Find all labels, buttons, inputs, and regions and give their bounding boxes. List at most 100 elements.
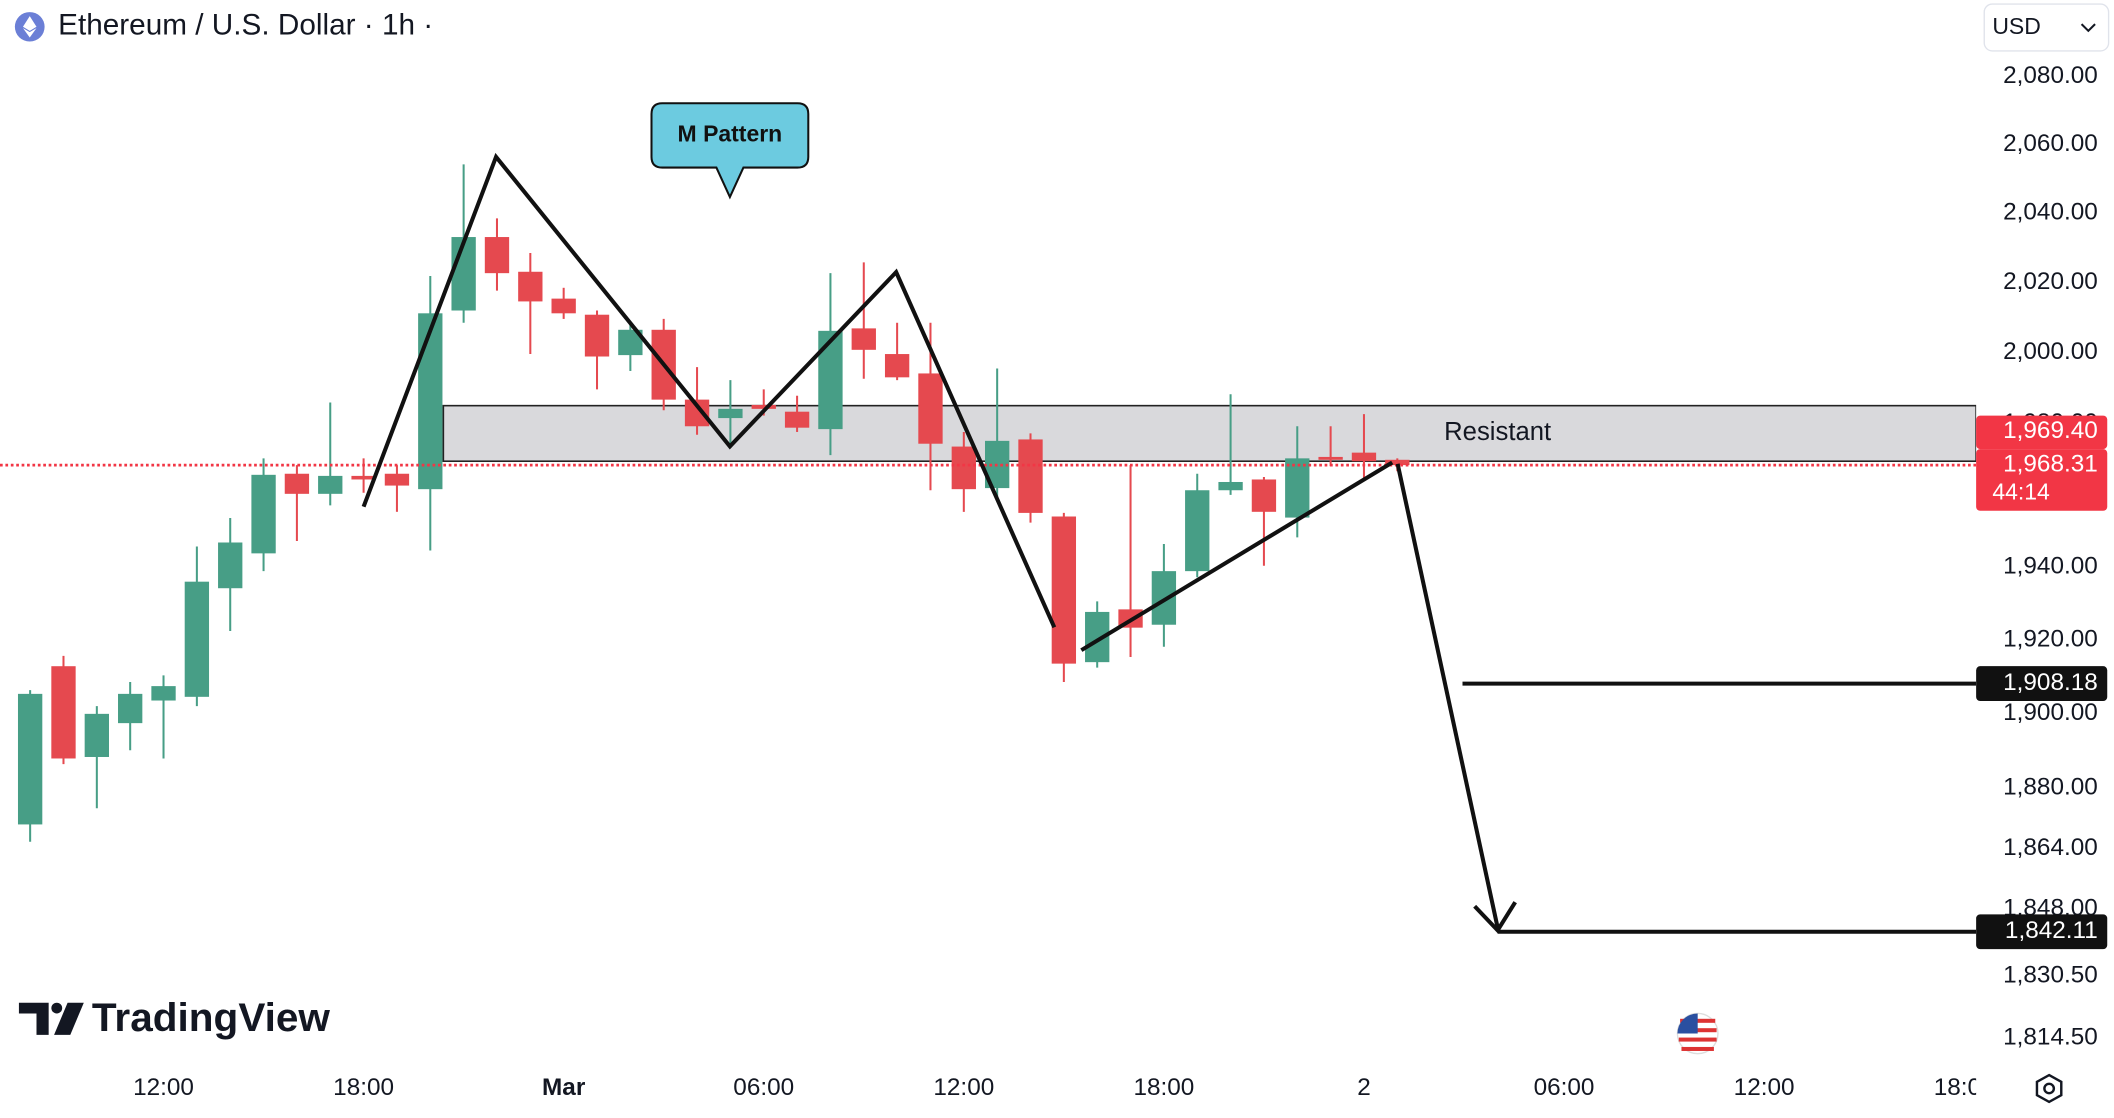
y-tick-label: 1,900.00 (2003, 699, 2098, 726)
y-axis: 2,080.00 2,060.00 2,040.00 2,020.00 2,000.00… (2003, 62, 2098, 1051)
candle-body (418, 313, 443, 490)
y-tick-label: 2,020.00 (2003, 268, 2098, 295)
target-label: 1,842.11 (2005, 917, 2098, 944)
candle-body (818, 330, 843, 430)
candle-body (17, 693, 43, 825)
zone-label: Resistant (1444, 418, 1551, 446)
logo: TradingView (18, 994, 331, 1040)
flag-icon[interactable] (1676, 1012, 1719, 1055)
resistance-zone (442, 404, 1977, 463)
candle-body (1318, 456, 1343, 460)
target-label: 1,908.18 (2003, 669, 2098, 696)
target-arrow (1395, 463, 1500, 929)
candle-body (1018, 439, 1043, 513)
x-tick-label: 06:00 (1534, 1074, 1595, 1101)
gear-center (2043, 1082, 2056, 1095)
target-label-box (1976, 914, 2108, 950)
candle-body (751, 404, 776, 409)
y-tick-label: 1,920.00 (2003, 626, 2098, 653)
logo-dot (51, 1002, 63, 1014)
flag-canton (1677, 1013, 1698, 1034)
candle-body (51, 666, 76, 759)
candle-body (884, 354, 910, 378)
y-tick-label: 2,060.00 (2003, 130, 2098, 157)
candle-body (151, 686, 176, 701)
x-axis: 12:00 18:00 Mar 06:00 12:00 18:00 2 06:00 12:00 1… (133, 1074, 1995, 1101)
price-label-box (1976, 449, 2108, 511)
candle-body (1385, 459, 1410, 466)
x-tick-label: 2 (1357, 1074, 1371, 1101)
candle-body (518, 271, 543, 302)
candle-body (1285, 458, 1310, 518)
candle-body (484, 237, 510, 274)
x-tick-label: Mar (542, 1074, 586, 1101)
y-tick-label: 1,880.00 (2003, 774, 2098, 801)
arrow-head (1473, 901, 1517, 934)
candle-body (784, 411, 810, 428)
y-tick-label: 1,940.00 (2003, 553, 2098, 580)
chevron (2080, 23, 2096, 33)
candle-body (118, 693, 143, 724)
settings-icon[interactable] (2035, 1073, 2063, 1104)
candle-body (951, 446, 976, 490)
y-tick-label: 2,040.00 (2003, 199, 2098, 226)
header: Ethereum / U.S. Dollar · 1h · USD (14, 3, 2110, 52)
x-tick-label: 12:00 (933, 1074, 994, 1101)
candle-body (318, 475, 343, 494)
logo-mark (18, 1002, 49, 1035)
y-tick-label: 2,080.00 (2003, 62, 2098, 89)
callout: M Pattern (650, 102, 810, 200)
candle-body (718, 408, 743, 419)
y-tick-label: 2,000.00 (2003, 338, 2098, 365)
currency-button[interactable] (1983, 3, 2110, 52)
candle-body (84, 713, 109, 757)
callout-text: M Pattern (678, 121, 783, 147)
candle-body (284, 473, 310, 494)
callout-box (650, 102, 810, 200)
candle-body (384, 473, 410, 486)
y-tick-label: 1,814.50 (2003, 1024, 2098, 1051)
x-tick-label: 18:00 (333, 1074, 394, 1101)
candle-body (851, 328, 876, 350)
x-tick-label: 18:00 (1133, 1074, 1194, 1101)
candle-body (1185, 490, 1210, 572)
candle-body (451, 237, 476, 311)
x-tick-label: 12:00 (1734, 1074, 1795, 1101)
eth-glyph (22, 16, 37, 38)
currency-label: USD (1992, 13, 2040, 39)
candle-body (184, 581, 210, 697)
target-label-box (1976, 666, 2108, 702)
logo-mark-2 (54, 1002, 84, 1035)
y-tick-label: 1,864.00 (2003, 834, 2098, 861)
zone-low-label: 1,969.40 (2003, 417, 2098, 444)
candle-body (1251, 479, 1277, 512)
y-tick-label: 1,830.50 (2003, 962, 2098, 989)
candle-body (1351, 452, 1377, 462)
candle-body (1051, 516, 1077, 664)
countdown: 44:14 (1992, 478, 2050, 504)
x-tick-label: 06:00 (733, 1074, 794, 1101)
candle-body (1151, 571, 1177, 625)
neckline (1080, 460, 1394, 652)
candle-body (218, 542, 243, 589)
m-pattern-line (361, 152, 1057, 629)
price-label: 1,968.31 (2003, 451, 2098, 478)
flag-stripe (1681, 1046, 1714, 1051)
zone-low-box (1976, 415, 2108, 450)
plot-area: Resistant (0, 164, 1977, 934)
candle-body (551, 298, 576, 314)
brand: TradingView (92, 994, 331, 1040)
candle-body (918, 373, 943, 444)
gear (2035, 1073, 2063, 1104)
drawings: M Pattern (361, 102, 1517, 934)
candle-body (351, 475, 376, 480)
candle-body (1218, 481, 1243, 491)
flag-stripe (1678, 1037, 1717, 1042)
candle-body (584, 314, 610, 357)
candle-body (251, 474, 276, 554)
x-tick-label: 12:00 (133, 1074, 194, 1101)
chart-title: Ethereum / U.S. Dollar · 1h · (58, 9, 433, 42)
